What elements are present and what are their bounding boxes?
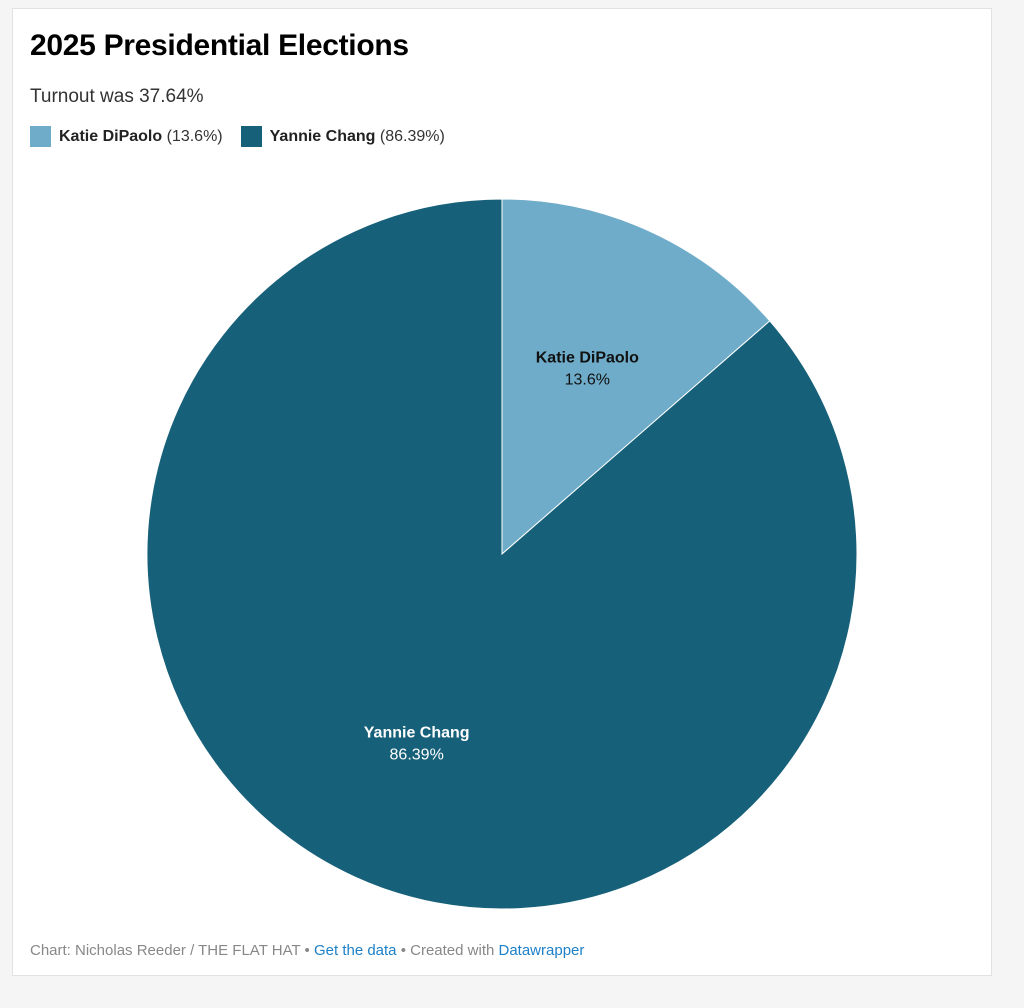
slice-name-label: Yannie Chang [364,724,470,741]
legend: Katie DiPaolo (13.6%) Yannie Chang (86.3… [30,126,445,147]
pie-slice-katie-dipaolo [501,198,771,556]
pie-slice-yannie-chang [146,198,858,910]
chart-subtitle: Turnout was 37.64% [30,86,204,107]
separator: • [396,942,411,959]
credit: Chart: Nicholas Reeder / THE FLAT HAT [30,942,301,959]
legend-label: Yannie Chang [269,127,376,145]
legend-swatch [240,126,262,147]
slice-name-label: Katie DiPaolo [536,350,639,367]
legend-value: (86.39%) [379,127,445,145]
legend-swatch [30,126,51,147]
slice-value-label: 13.6% [565,372,610,389]
chart-title: 2025 Presidential Elections [30,29,409,62]
legend-value: (13.6%) [166,127,223,145]
separator: • [300,942,314,959]
created-with: Created with [410,942,499,959]
chart-footer: Chart: Nicholas Reeder / THE FLAT HAT • … [30,942,584,959]
slice-value-label: 86.39% [390,746,444,763]
datawrapper-link[interactable]: Datawrapper [498,942,585,959]
get-the-data-link[interactable]: Get the data [313,942,397,959]
legend-label: Katie DiPaolo [59,127,163,145]
legend-item-katie-dipaolo: Katie DiPaolo (13.6%) [30,126,223,147]
legend-item-yannie-chang: Yannie Chang (86.39%) [240,126,445,147]
